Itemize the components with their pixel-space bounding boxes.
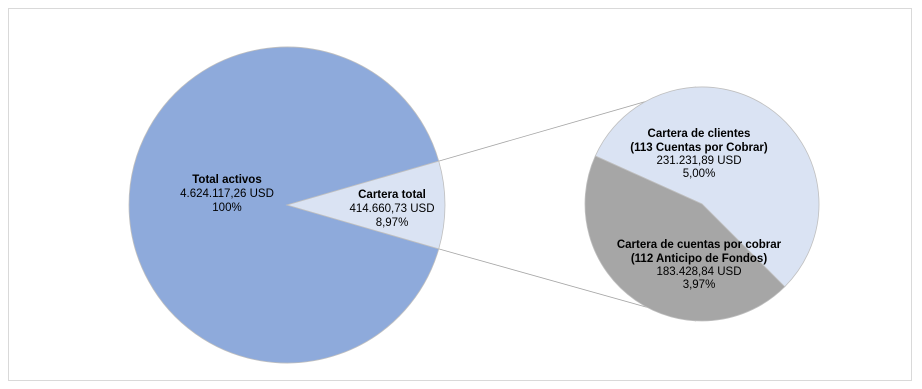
label-clientes-title-1: Cartera de clientes: [648, 128, 751, 140]
label-clientes-percent: 5,00%: [683, 168, 716, 180]
slice-total-activos: [128, 46, 440, 364]
label-cartera-total: Cartera total 414.660,73 USD 8,97%: [349, 189, 434, 229]
label-total-activos: Total activos 4.624.117,26 USD 100%: [180, 174, 274, 214]
slice-cartera-clientes: [594, 86, 820, 288]
label-clientes-value: 231.231,89 USD: [656, 155, 741, 167]
slice-cartera-total: [285, 160, 446, 250]
label-cartera-value: 414.660,73 USD: [349, 203, 434, 215]
label-total-percent: 100%: [212, 202, 241, 214]
main-pie: [128, 46, 446, 364]
label-clientes-title-2: (113 Cuentas por Cobrar): [630, 142, 768, 154]
label-cartera-cuentas: Cartera de cuentas por cobrar (112 Antic…: [617, 239, 782, 291]
label-cuentas-title-2: (112 Anticipo de Fondos): [631, 253, 767, 265]
label-cuentas-value: 183.428,84 USD: [656, 266, 741, 278]
label-cuentas-title-1: Cartera de cuentas por cobrar: [617, 239, 782, 251]
label-cuentas-percent: 3,97%: [683, 279, 716, 291]
label-cartera-percent: 8,97%: [376, 217, 409, 229]
slice-cartera-cuentas: [584, 155, 786, 322]
label-cartera-clientes: Cartera de clientes (113 Cuentas por Cob…: [630, 128, 768, 180]
label-total-value: 4.624.117,26 USD: [180, 188, 274, 200]
secondary-pie: [584, 86, 820, 322]
label-total-title: Total activos: [192, 174, 261, 186]
label-cartera-title: Cartera total: [358, 189, 426, 201]
